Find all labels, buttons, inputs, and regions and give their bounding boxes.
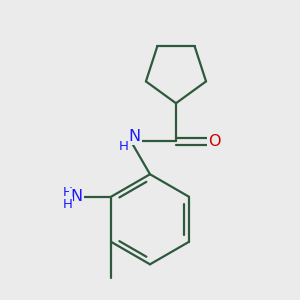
Text: H: H [63,185,73,199]
Text: O: O [208,134,221,149]
Text: H: H [63,198,73,211]
Text: N: N [128,129,140,144]
Text: H: H [118,140,128,153]
Text: N: N [70,189,82,204]
